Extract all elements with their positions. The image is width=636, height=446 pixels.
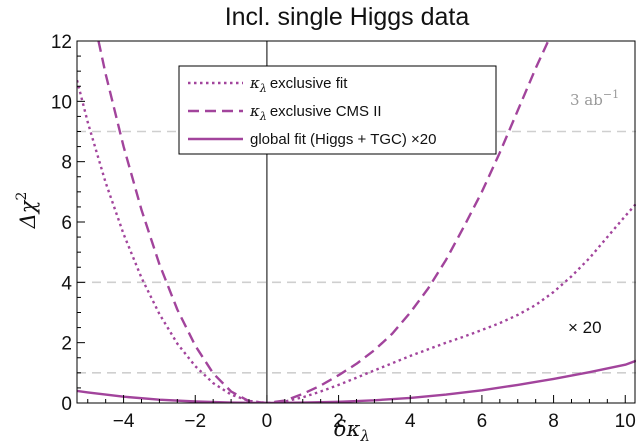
- y-axis-label: Δχ2: [14, 192, 40, 230]
- legend: κλ exclusive fit κλ exclusive CMS II globa…: [178, 65, 497, 155]
- x-tick-label: 8: [548, 411, 559, 432]
- y-tick-label: 0: [61, 394, 72, 415]
- x-tick-label: −2: [184, 411, 206, 432]
- reference-lines: [77, 130, 636, 374]
- y-tick-labels: 0 2 4 6 8 10 12: [51, 32, 73, 415]
- y-tick-label: 12: [51, 32, 72, 53]
- legend-entry-kappa-exclusive-cms: κλ exclusive CMS II: [249, 102, 382, 123]
- x-tick-label: 6: [477, 411, 488, 432]
- chart-title: Incl. single Higgs data: [225, 3, 470, 31]
- y-tick-label: 4: [61, 273, 72, 294]
- legend-entry-kappa-exclusive-fit: κλ exclusive fit: [249, 74, 348, 95]
- x-tick-label: −4: [113, 411, 135, 432]
- series-line-dotted: [77, 79, 636, 403]
- series-line-dashed: [97, 41, 550, 403]
- series-line-solid: [77, 359, 636, 403]
- y-tick-label: 2: [61, 334, 72, 355]
- tick-marks: [77, 40, 626, 404]
- x-tick-label: 10: [615, 411, 636, 432]
- luminosity-label: 3 ab−1: [570, 88, 619, 109]
- y-tick-label: 10: [51, 92, 72, 113]
- x-axis-label: δκλ: [334, 417, 370, 445]
- x-tick-labels: −4 −2 0 2 4 6 8 10: [113, 411, 636, 432]
- y-tick-label: 6: [61, 213, 72, 234]
- scale-note: × 20: [568, 318, 602, 337]
- legend-entry-global-fit: global fit (Higgs + TGC) ×20: [250, 131, 436, 148]
- y-tick-label: 8: [61, 153, 72, 174]
- x-tick-label: 4: [405, 411, 416, 432]
- x-tick-label: 0: [262, 411, 273, 432]
- x-tick-label: 2: [333, 411, 344, 432]
